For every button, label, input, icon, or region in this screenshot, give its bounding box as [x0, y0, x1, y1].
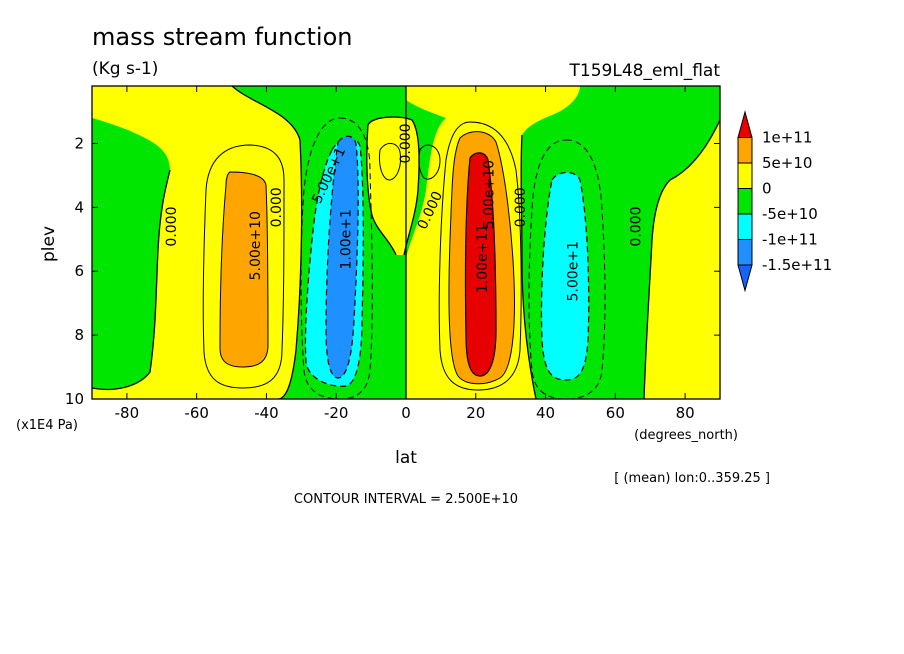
contour-label: 0.000: [398, 123, 414, 163]
contour-interval-note: CONTOUR INTERVAL = 2.500E+10: [294, 492, 518, 507]
contour-nh-far-zero: [643, 119, 720, 399]
sh-positive-fill-orange: [219, 171, 269, 368]
contour-label: 0.000: [628, 206, 644, 246]
contour-label: 5.00e+1: [565, 241, 581, 301]
x-axis: -80 -60 -40 -20 0 20 40 60 80: [115, 86, 695, 422]
colorbar-segment: [737, 188, 753, 215]
averaging-note: [ (mean) lon:0..359.25 ]: [614, 471, 770, 486]
colorbar-segment: [737, 162, 753, 189]
chart-title: mass stream function: [92, 23, 353, 51]
x-axis-label: lat: [395, 448, 417, 468]
contour-sh-zero-inner: [231, 86, 303, 399]
contour-label: 0.000: [513, 187, 529, 227]
run-label: T159L48_eml_flat: [569, 61, 721, 81]
colorbar-segment: [737, 137, 753, 164]
x-tick-label: -80: [115, 404, 140, 422]
contour-sh-outer-positive: [202, 144, 285, 389]
contour-label: 5.00e+10: [482, 160, 498, 229]
contour-label: 1.00e+1: [339, 209, 355, 269]
contour-label: 0.000: [269, 187, 285, 227]
colorbar-label: -1e+11: [762, 231, 818, 249]
contour-equatorial-inner-2: [418, 144, 441, 180]
x-tick-label: 20: [466, 404, 485, 422]
x-tick-label: -60: [184, 404, 209, 422]
nh-far-positive-fill-yellow: [644, 120, 720, 399]
x-tick-label: 60: [606, 404, 625, 422]
y-axis-units: (x1E4 Pa): [16, 418, 78, 433]
contour-equatorial-inner: [379, 143, 401, 181]
contour-nh-zero: [520, 134, 537, 399]
contour-label: 0.000: [164, 206, 180, 246]
nh-positive-fill-red: [464, 152, 497, 377]
x-tick-label: 80: [676, 404, 695, 422]
y-tick-label: 8: [74, 326, 84, 344]
contour-field: 5.00e+10 0.000 0.000 5.00e+1 1.00e+1 0.000 0.0…: [92, 86, 720, 399]
y-tick-label: 2: [74, 134, 84, 152]
y-tick-label: 10: [65, 390, 84, 408]
colorbar-segment: [737, 110, 753, 138]
y-axis-label: plev: [39, 226, 59, 262]
colorbar-label: 1e+11: [762, 129, 812, 147]
x-axis-units: (degrees_north): [634, 428, 738, 443]
colorbar-segment: [737, 213, 753, 240]
chart-subtitle: (Kg s-1): [92, 59, 158, 79]
colorbar-label: -1.5e+11: [762, 256, 832, 274]
contour-label: 5.00e+10: [248, 211, 264, 280]
y-axis: 2 4 6 8 10: [65, 134, 720, 408]
contour-sh-negative-outer: [300, 117, 373, 399]
contour-label: 1.00e+11: [475, 224, 491, 293]
y-tick-label: 4: [74, 198, 84, 216]
contour-nh-positive-outer: [438, 121, 522, 391]
sh-negative-fill-blue: [325, 135, 359, 379]
x-tick-label: 40: [536, 404, 555, 422]
colorbar-segment: [737, 264, 753, 293]
colorbar: 1e+11 5e+10 0 -5e+10 -1e+11 -1.5e+11: [737, 110, 832, 293]
x-tick-label: -40: [254, 404, 279, 422]
nh-negative-fill-cyan: [540, 171, 590, 381]
y-tick-label: 6: [74, 262, 84, 280]
contour-lines: [92, 86, 720, 399]
colorbar-segment: [737, 239, 753, 266]
contour-equatorial-cell: [366, 116, 420, 256]
colorbar-label: -5e+10: [762, 205, 818, 223]
contour-sh-zero: [92, 169, 171, 391]
x-tick-label: 0: [401, 404, 411, 422]
colorbar-label: 5e+10: [762, 154, 812, 172]
x-tick-label: -20: [324, 404, 349, 422]
colorbar-label: 0: [762, 180, 772, 198]
